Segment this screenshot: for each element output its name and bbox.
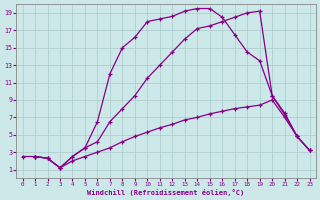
X-axis label: Windchill (Refroidissement éolien,°C): Windchill (Refroidissement éolien,°C) bbox=[87, 189, 245, 196]
